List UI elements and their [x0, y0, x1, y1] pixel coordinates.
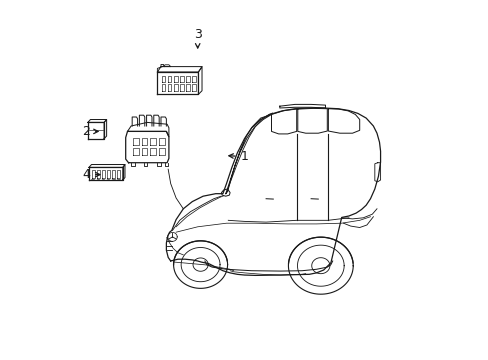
Text: 1: 1 [228, 150, 248, 163]
Text: 4: 4 [82, 168, 100, 181]
Text: 3: 3 [193, 28, 201, 48]
Text: 2: 2 [82, 125, 98, 138]
